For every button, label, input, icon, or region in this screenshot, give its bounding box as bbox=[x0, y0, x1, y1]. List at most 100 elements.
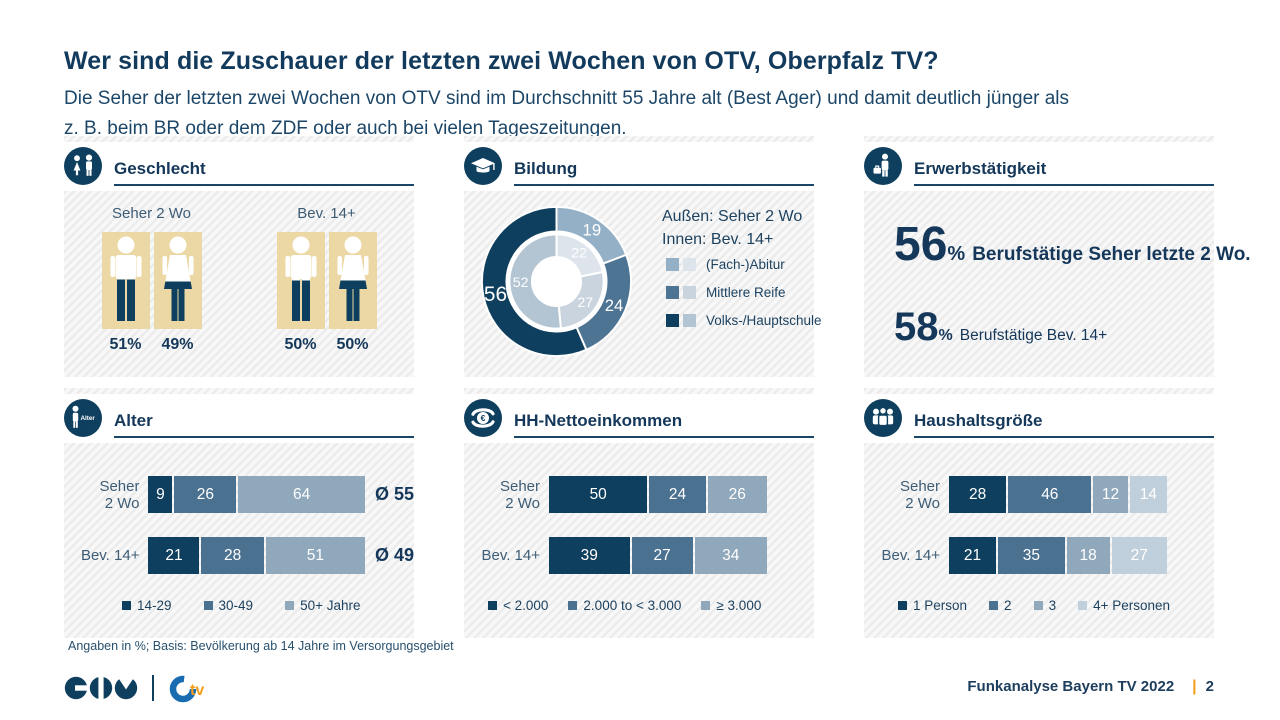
panel-topstrip bbox=[64, 136, 414, 142]
panel-body-haushaltsgroesse: Seher 2 Wo 28 46 12 14 Bev. 14+ 21 35 18 27 1 Perso… bbox=[864, 443, 1214, 638]
donut-annotation-line: Innen: Bev. 14+ bbox=[662, 231, 774, 248]
legend-label: 4+ Personen bbox=[1093, 598, 1171, 613]
legend-label: Volks-/Hauptschule bbox=[706, 313, 822, 328]
legend-item: 2.000 to < 3.000 bbox=[568, 598, 681, 613]
pictogram-figures bbox=[101, 232, 202, 329]
bar-segment: 27 bbox=[1111, 537, 1167, 574]
panel-header: Geschlecht bbox=[64, 147, 414, 186]
bar-average: Ø 55 bbox=[374, 484, 414, 504]
panel-title-block: Alter bbox=[114, 399, 414, 438]
man-woman-icon bbox=[64, 147, 102, 185]
panel-body-hh-nettoeinkommen: Seher 2 Wo 50 24 26 Bev. 14+ 39 27 34 < 2.000 2.00… bbox=[464, 443, 814, 638]
legend-item: Volks-/Hauptschule bbox=[666, 313, 822, 328]
legend-swatch bbox=[203, 601, 213, 610]
panel-body-alter: Seher 2 Wo 9 26 64 Ø 55 Bev. 14+ 21 28 51 Ø 49 14-2… bbox=[64, 443, 414, 638]
legend-swatch bbox=[989, 601, 999, 610]
kpi-employed-viewers: 56 % Berufstätige Seher letzte 2 Wo. bbox=[894, 191, 1251, 271]
legend-label: 2.000 to < 3.000 bbox=[583, 598, 682, 613]
legend-swatch-inner bbox=[683, 314, 696, 327]
bar-segment: 26 bbox=[707, 476, 767, 513]
panel-title-block: Geschlecht bbox=[114, 147, 414, 186]
legend-swatch bbox=[568, 601, 578, 610]
legend-swatch bbox=[701, 601, 711, 610]
panel-hh-nettoeinkommen: € HH-Nettoeinkommen Seher 2 Wo 50 24 26 Bev. … bbox=[464, 388, 814, 638]
panel-title-block: Bildung bbox=[514, 147, 814, 186]
pictogram-values: 50% 50% bbox=[277, 336, 377, 354]
legend-item: ≥ 3.000 bbox=[701, 598, 761, 613]
legend-item: 14-29 bbox=[122, 598, 172, 613]
pictogram-group: Seher 2 Wo 51% 49% bbox=[101, 205, 202, 354]
donut-inner-slice bbox=[508, 233, 562, 330]
page-subtitle: Die Seher der letzten zwei Wochen von OT… bbox=[64, 84, 1069, 144]
legend-swatch bbox=[285, 601, 295, 610]
panel-title: Haushaltsgröße bbox=[914, 411, 1043, 430]
legend-label: 50+ Jahre bbox=[300, 598, 361, 613]
bar-segment: 34 bbox=[694, 537, 768, 574]
people-group-icon bbox=[864, 399, 902, 437]
bar-row: Bev. 14+ 39 27 34 bbox=[464, 537, 814, 574]
legend-item: 2 bbox=[989, 598, 1012, 613]
legend-swatch-inner bbox=[683, 286, 696, 299]
donut-chart-svg: 19 24 56 22 27 52 bbox=[480, 205, 633, 358]
panel-title: HH-Nettoeinkommen bbox=[514, 411, 683, 430]
donut-annotation-line: Außen: Seher 2 Wo bbox=[662, 208, 803, 225]
bar-segment: 14 bbox=[1129, 476, 1167, 513]
kpi-value: 56 bbox=[894, 218, 948, 271]
panel-header: Haushaltsgröße bbox=[864, 399, 1214, 438]
hands-coin-euro-icon: € bbox=[464, 399, 502, 437]
bar-segment: 28 bbox=[201, 537, 264, 574]
legend-label: 30-49 bbox=[218, 598, 254, 613]
panel-body-erwerbstaetigkeit: 56 % Berufstätige Seher letzte 2 Wo. 58 … bbox=[864, 191, 1251, 377]
legend-label: 3 bbox=[1048, 598, 1057, 613]
tv-bayern-logo bbox=[64, 676, 138, 700]
legend-swatch-outer bbox=[666, 314, 679, 327]
bar-segment: 24 bbox=[649, 476, 706, 513]
panel-title: Alter bbox=[114, 411, 153, 430]
pictogram-value: 50% bbox=[336, 336, 369, 353]
donut-outer-slice bbox=[480, 205, 588, 358]
footer-source-block: Funkanalyse Bayern TV 2022 | 2 bbox=[967, 678, 1214, 696]
pictogram-value: 50% bbox=[284, 336, 317, 353]
person-age-icon: Alter bbox=[64, 399, 102, 437]
panel-bildung: Bildung 19 24 56 22 27 52 Außen: Seher 2 Wo Inn… bbox=[464, 136, 822, 377]
donut-outer-value-label: 19 bbox=[583, 221, 602, 240]
graduation-cap-icon bbox=[464, 147, 502, 185]
gender-groups: Seher 2 Wo 51% 49% Bev. 14+ 50% 50% bbox=[64, 191, 414, 354]
panel-topstrip bbox=[464, 388, 814, 394]
bar-segment: 46 bbox=[1008, 476, 1092, 513]
legend-swatch bbox=[488, 601, 497, 610]
donut-inner-value-label: 22 bbox=[571, 246, 587, 262]
page-subtitle-line2: z. B. beim BR oder dem ZDF oder auch bei… bbox=[64, 118, 627, 139]
bar-row: Bev. 14+ 21 28 51 Ø 49 bbox=[64, 537, 414, 574]
panel-haushaltsgroesse: Haushaltsgröße Seher 2 Wo 28 46 12 14 Bev. 14+… bbox=[864, 388, 1214, 638]
pictogram-female bbox=[328, 232, 377, 329]
kpi-unit: % bbox=[938, 327, 953, 344]
bar-row: Seher 2 Wo 9 26 64 Ø 55 bbox=[64, 476, 414, 513]
pictogram-female bbox=[153, 232, 202, 329]
panel-topstrip bbox=[64, 388, 414, 394]
donut-outer-value-label: 24 bbox=[605, 296, 624, 315]
panel-header: Erwerbstätigkeit bbox=[864, 147, 1214, 186]
pictogram-values: 51% 49% bbox=[102, 336, 202, 354]
worker-briefcase-icon bbox=[864, 147, 902, 185]
page-separator: | bbox=[1192, 678, 1197, 695]
bar-segment: 9 bbox=[148, 476, 173, 513]
kpi-unit: % bbox=[947, 243, 966, 265]
panel-topstrip bbox=[864, 388, 1214, 394]
legend-label: (Fach-)Abitur bbox=[706, 257, 785, 272]
svg-text:tv: tv bbox=[190, 682, 204, 699]
panel-title: Erwerbstätigkeit bbox=[914, 159, 1047, 178]
bar-segment: 21 bbox=[148, 537, 200, 574]
legend-swatch bbox=[1033, 601, 1043, 610]
panel-body-bildung: 19 24 56 22 27 52 Außen: Seher 2 Wo Innen: Bev.… bbox=[464, 191, 822, 377]
bar-row-label: Seher 2 Wo bbox=[499, 477, 540, 512]
panel-title: Bildung bbox=[514, 159, 578, 178]
bar-segment: 27 bbox=[631, 537, 693, 574]
legend-item: (Fach-)Abitur bbox=[666, 257, 822, 272]
panel-title-block: Haushaltsgröße bbox=[914, 399, 1214, 438]
bar-row: Bev. 14+ 21 35 18 27 bbox=[864, 537, 1214, 574]
legend-label: ≥ 3.000 bbox=[716, 598, 762, 613]
bar-segment: 35 bbox=[997, 537, 1065, 574]
stacked-bar-chart: Seher 2 Wo 50 24 26 Bev. 14+ 39 27 34 < 2.000 2.00… bbox=[464, 443, 814, 613]
